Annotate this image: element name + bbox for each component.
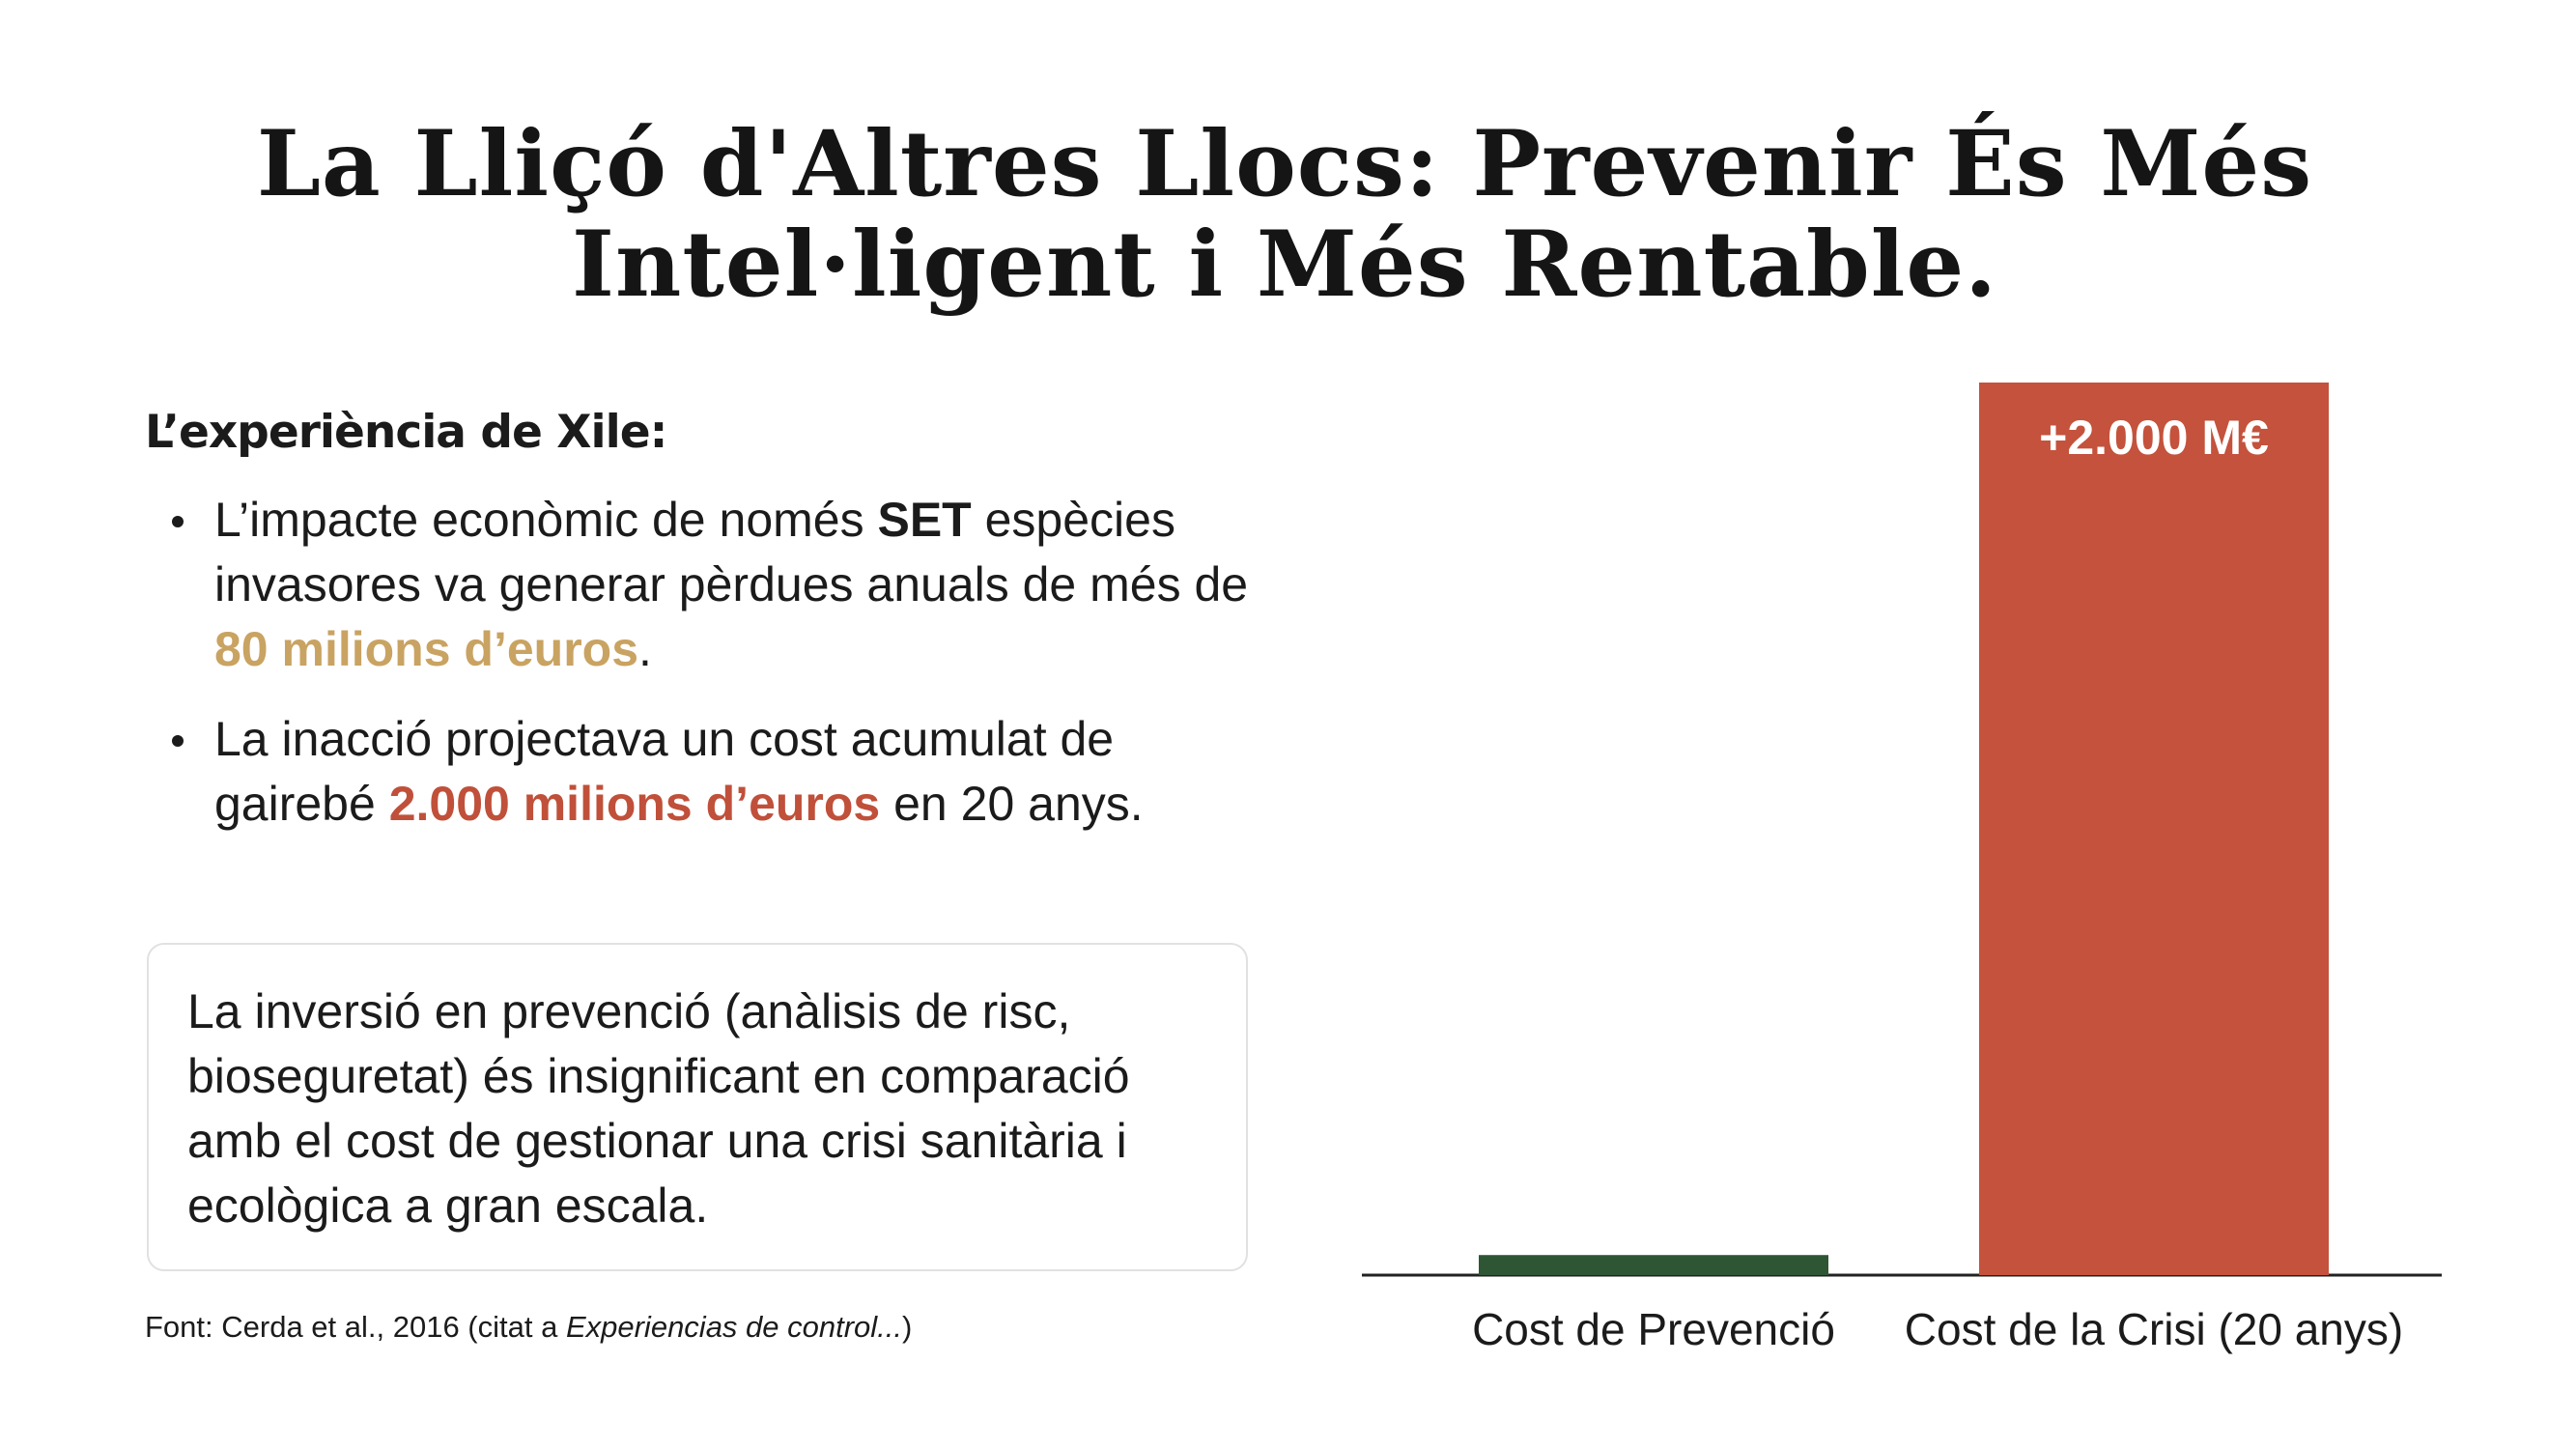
data-label-2: +2.000 M€: [2039, 411, 2269, 465]
bullet-item-2: La inacció projectava un cost acumulat d…: [145, 707, 1265, 837]
bullet-2-text-a: La inacció projectava un cost acumulat d…: [214, 712, 1115, 831]
bullet-1-highlight: 80 milions d’euros: [214, 622, 639, 676]
bullet-list: L’impacte econòmic de només SET espècies…: [145, 488, 1265, 837]
category-label-2: Cost de la Crisi (20 anys): [1905, 1304, 2403, 1354]
category-label-1: Cost de Prevenció: [1472, 1304, 1835, 1354]
bar-2: [1979, 383, 2329, 1275]
bar-1: [1479, 1255, 1828, 1275]
bar-chart-svg: Cost de Prevenció +2.000 M€ Cost de la Cri…: [1362, 383, 2442, 1354]
bar-chart: Cost de Prevenció +2.000 M€ Cost de la Cri…: [1352, 367, 2463, 1396]
page-title: La Lliçó d'Altres Llocs: Prevenir És Més…: [256, 111, 2313, 318]
source-prefix: Font: Cerda et al., 2016 (citat a: [145, 1310, 566, 1344]
source-italic: Experiencias de control...: [565, 1310, 903, 1344]
bullet-2-text-b: en 20 anys.: [880, 777, 1144, 831]
bullet-item-1: L’impacte econòmic de només SET espècies…: [145, 488, 1265, 682]
left-column: L’experiència de Xile: L’impacte econòmi…: [145, 406, 1265, 862]
source-citation: Font: Cerda et al., 2016 (citat a Experi…: [145, 1310, 912, 1345]
bullet-1-strong: SET: [877, 493, 972, 547]
subheading: L’experiència de Xile:: [145, 406, 667, 459]
bullet-2-highlight: 2.000 milions d’euros: [388, 777, 881, 831]
source-suffix: ): [902, 1310, 913, 1344]
bullet-1-text-a: L’impacte econòmic de només: [214, 493, 878, 547]
note-box: La inversió en prevenció (anàlisis de ri…: [147, 943, 1248, 1271]
bullet-1-text-b: espècies invasores va generar pèrdues an…: [214, 493, 1249, 611]
bullet-1-text-c: .: [638, 622, 652, 676]
